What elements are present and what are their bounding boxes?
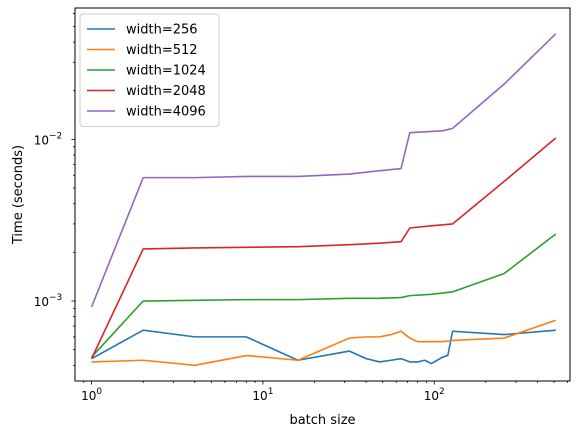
legend-entry-label: width=2048: [126, 84, 206, 99]
series-line-1: [91, 329, 556, 365]
legend-entry-label: width=512: [126, 43, 198, 58]
series-line-4: [90, 137, 557, 359]
x-tick-label: 101: [252, 387, 273, 403]
y-axis-label: Time (seconds): [11, 145, 26, 245]
series-line-5: [90, 33, 557, 308]
series-line-2: [91, 319, 557, 367]
series-lines: [90, 33, 557, 367]
legend-entry-label: width=1024: [126, 64, 206, 79]
x-axis-label: batch size: [289, 413, 355, 428]
y-tick-label: 10−3: [34, 293, 63, 309]
plot-frame: [74, 7, 571, 382]
series-line-3: [91, 233, 557, 358]
y-tick-label: 10−2: [34, 131, 63, 147]
legend-entry-label: width=4096: [126, 105, 206, 120]
x-tick-label: 100: [81, 387, 102, 403]
legend-box: [79, 13, 220, 127]
legend: width=256 width=512 width=1024 width=2048 wi…: [79, 13, 220, 127]
x-tick-label: 102: [424, 387, 445, 403]
axis-ticks: 100 101 102 10−3 10−2: [34, 13, 568, 403]
legend-entry-label: width=256: [126, 23, 198, 38]
